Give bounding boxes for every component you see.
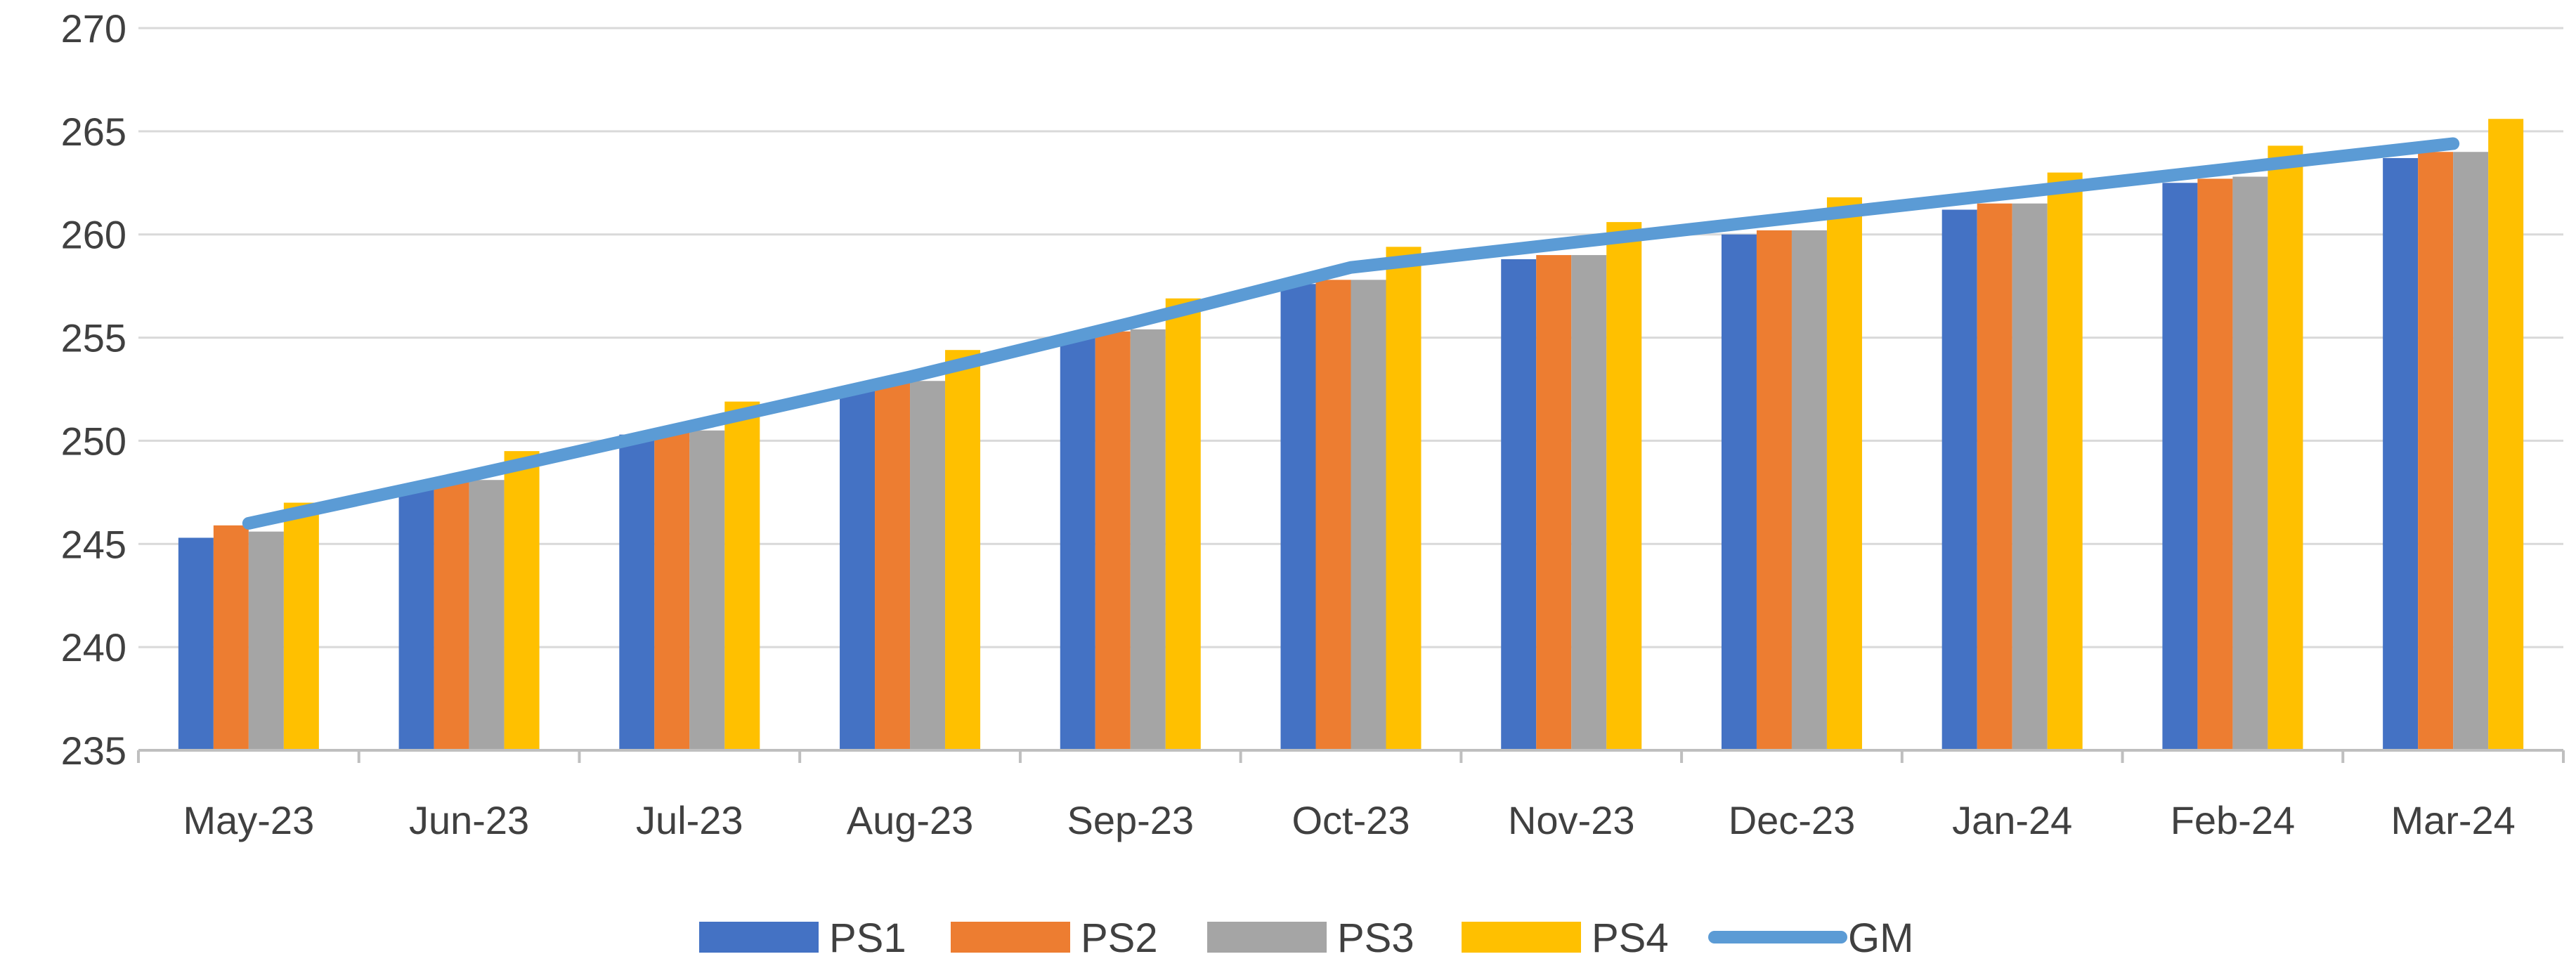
bar-ps2	[875, 381, 911, 750]
bar-ps4	[1826, 197, 1862, 750]
y-tick-label: 270	[61, 6, 126, 51]
x-tick-label: Oct-23	[1292, 798, 1410, 842]
bar-ps3	[2453, 152, 2489, 750]
y-tick-label: 255	[61, 316, 126, 360]
bar-ps3	[689, 430, 725, 750]
bar-ps3	[1351, 280, 1386, 750]
legend-swatch	[1207, 922, 1327, 953]
y-axis-tick-labels: 235 240 245 250 255 260 265 270	[61, 6, 126, 773]
bar-ps3	[1130, 329, 1166, 750]
bar-ps2	[2197, 178, 2233, 750]
bar-ps1	[1721, 234, 1757, 750]
x-tick-label: Sep-23	[1067, 798, 1194, 842]
x-tick-label: May-23	[183, 798, 314, 842]
bar-ps3	[1571, 255, 1607, 751]
legend-item-ps3: PS3	[1207, 915, 1414, 961]
bar-ps1	[1501, 259, 1537, 751]
bar-ps1	[1941, 209, 1977, 750]
x-tick-label: Jun-23	[409, 798, 529, 842]
bar-ps2	[1756, 230, 1792, 751]
legend-swatch	[699, 922, 819, 953]
legend: PS1 PS2 PS3 PS4 GM	[699, 915, 1913, 961]
bar-ps1	[2162, 183, 2198, 750]
bar-ps4	[2268, 145, 2303, 751]
line-series	[242, 137, 2460, 530]
legend-label: PS3	[1337, 915, 1414, 961]
legend-swatch	[951, 922, 1070, 953]
bar-ps4	[283, 502, 319, 750]
bar-ps1	[619, 434, 655, 750]
legend-item-ps4: PS4	[1462, 915, 1669, 961]
bar-ps2	[1315, 280, 1351, 750]
legend-swatch	[1462, 922, 1581, 953]
x-axis: May-23 Jun-23 Jul-23 Aug-23 Sep-23 Oct-23 Nov-…	[137, 749, 2565, 842]
bar-ps2	[654, 430, 690, 750]
legend-label: PS1	[829, 915, 906, 961]
x-tick-label: Jul-23	[636, 798, 743, 842]
legend-item-gm: GM	[1708, 915, 1913, 961]
legend-label: PS4	[1592, 915, 1669, 961]
x-tick-label: Aug-23	[847, 798, 974, 842]
bar-ps3	[1791, 230, 1827, 751]
bar-ps2	[1536, 255, 1572, 751]
y-tick-label: 260	[61, 213, 126, 257]
bar-ps1	[398, 488, 434, 750]
bar-ps4	[945, 350, 981, 750]
line-gm	[242, 137, 2460, 530]
bar-ps3	[469, 480, 505, 750]
bar-ps1	[1280, 284, 1316, 751]
y-tick-label: 245	[61, 522, 126, 566]
y-tick-label: 235	[61, 729, 126, 773]
legend-label: PS2	[1081, 915, 1158, 961]
bar-ps4	[1386, 247, 1422, 750]
bar-ps1	[1060, 337, 1095, 751]
x-tick-label: Jan-24	[1952, 798, 2072, 842]
bar-ps1	[178, 537, 214, 750]
bar-ps4	[2047, 172, 2083, 751]
y-tick-label: 265	[61, 110, 126, 154]
legend-item-ps1: PS1	[699, 915, 906, 961]
legend-label: GM	[1848, 915, 1913, 961]
bar-ps4	[504, 451, 540, 750]
bar-ps1	[840, 387, 876, 750]
y-tick-label: 240	[61, 625, 126, 670]
x-tick-label: Nov-23	[1508, 798, 1635, 842]
bar-ps3	[2012, 203, 2048, 751]
bar-ps4	[1165, 298, 1201, 750]
y-tick-label: 250	[61, 419, 126, 463]
bar-ps1	[2383, 158, 2419, 751]
bar-ps2	[1095, 331, 1131, 750]
bar-series	[178, 119, 2524, 751]
bar-ps2	[2418, 152, 2454, 750]
bar-ps2	[434, 482, 469, 750]
bar-ps4	[2488, 119, 2524, 751]
bar-ps4	[1606, 222, 1642, 750]
legend-item-ps2: PS2	[951, 915, 1158, 961]
bar-ps2	[1977, 203, 2012, 751]
x-tick-label: Mar-24	[2390, 798, 2515, 842]
bar-ps2	[213, 525, 249, 750]
bar-ps4	[724, 401, 760, 750]
bar-ps3	[248, 531, 284, 750]
bar-ps3	[2232, 176, 2268, 750]
x-tick-label: Dec-23	[1729, 798, 1856, 842]
bar-ps3	[910, 381, 946, 750]
x-tick-label: Feb-24	[2171, 798, 2295, 842]
